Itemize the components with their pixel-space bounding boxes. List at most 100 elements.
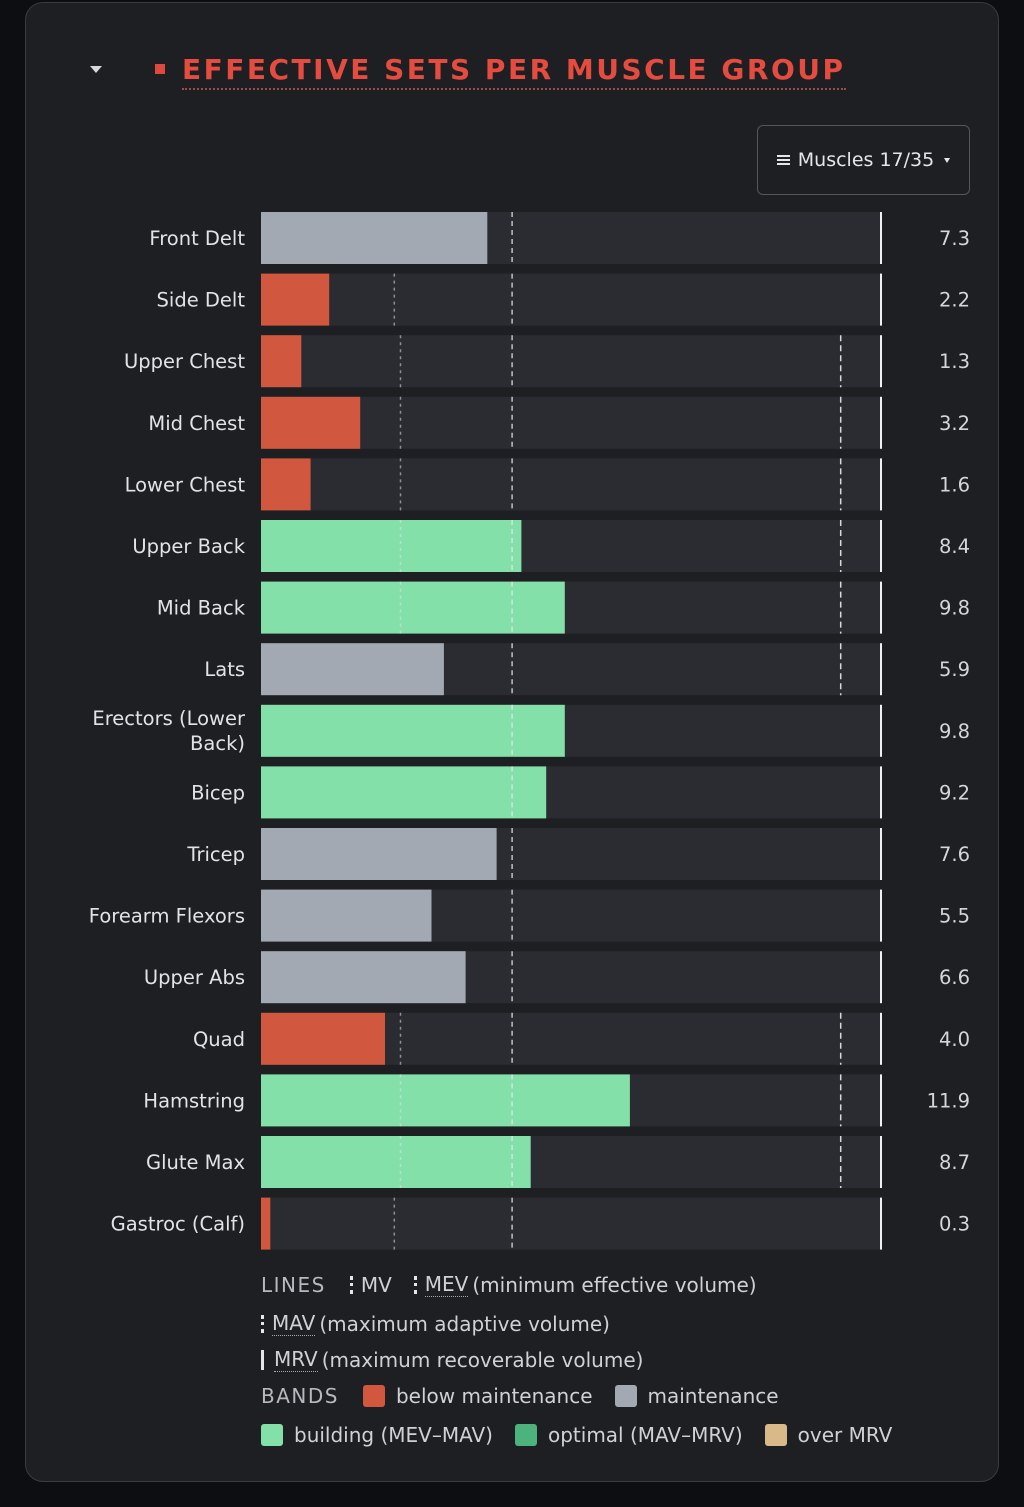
over-mrv-swatch xyxy=(764,1424,787,1446)
bar xyxy=(261,1197,271,1250)
legend-mev-abbr[interactable]: MEV xyxy=(424,1272,469,1297)
mrv-line-icon xyxy=(261,1349,264,1370)
bar xyxy=(261,1136,531,1188)
bar-track xyxy=(261,458,881,511)
category-label: Upper Abs xyxy=(144,966,245,989)
menu-icon xyxy=(776,155,790,165)
bar-track xyxy=(261,335,881,388)
category-label: Upper Back xyxy=(132,535,245,558)
value-label: 9.2 xyxy=(939,781,970,804)
legend-maintenance-label: maintenance xyxy=(647,1384,779,1408)
bar-track xyxy=(261,396,881,449)
value-label: 0.3 xyxy=(939,1213,970,1236)
category-label: Erectors (Lower Back) xyxy=(92,707,246,755)
legend-lines-row-2: MAV (maximum adaptive volume) xyxy=(261,1311,632,1336)
legend-below-maintenance: below maintenance xyxy=(362,1384,593,1408)
category-label: Glute Max xyxy=(146,1151,245,1174)
value-label: 3.2 xyxy=(939,412,970,435)
bar xyxy=(261,704,565,757)
value-label: 5.9 xyxy=(939,658,970,681)
legend-mrv-abbr[interactable]: MRV xyxy=(274,1347,318,1372)
bar xyxy=(261,1074,630,1127)
mv-line-icon xyxy=(349,1275,353,1294)
category-label: Upper Chest xyxy=(124,350,245,373)
legend-maintenance: maintenance xyxy=(614,1384,779,1408)
category-label: Mid Back xyxy=(157,597,246,620)
category-label: Tricep xyxy=(186,843,245,866)
muscle-filter-label: Muscles 17/35 xyxy=(797,149,935,171)
bar xyxy=(261,581,565,634)
mev-line-icon xyxy=(413,1275,417,1294)
category-label: Lats xyxy=(204,658,245,681)
bar xyxy=(261,828,497,880)
legend-lines-row-1: LINES MV MEV (minimum effective volume) xyxy=(261,1272,779,1297)
category-label: Side Delt xyxy=(157,289,246,312)
category-label: Mid Chest xyxy=(148,412,245,435)
value-label: 1.6 xyxy=(939,473,970,496)
bar xyxy=(261,766,547,819)
value-label: 8.7 xyxy=(939,1151,970,1174)
maintenance-swatch xyxy=(614,1385,637,1407)
category-label: Gastroc (Calf) xyxy=(111,1213,245,1236)
category-label: Quad xyxy=(193,1028,245,1051)
value-label: 4.0 xyxy=(939,1028,970,1051)
legend-lines-row-3: MRV (maximum recoverable volume) xyxy=(261,1347,665,1372)
legend-mav-abbr[interactable]: MAV xyxy=(272,1311,316,1336)
legend-building: building (MEV–MAV) xyxy=(261,1423,493,1447)
category-label: Bicep xyxy=(191,781,245,804)
category-label: Lower Chest xyxy=(125,473,246,496)
collapse-chevron-icon[interactable] xyxy=(90,66,102,73)
category-label: Front Delt xyxy=(149,227,245,250)
legend-mv: MV xyxy=(349,1272,392,1297)
legend-over-mrv: over MRV xyxy=(764,1423,893,1447)
title-bullet-icon xyxy=(155,64,165,74)
building-swatch xyxy=(261,1424,283,1446)
legend-bands-label: BANDS xyxy=(261,1384,339,1408)
value-label: 7.6 xyxy=(939,843,970,866)
page-title[interactable]: EFFECTIVE SETS PER MUSCLE GROUP xyxy=(182,52,846,90)
bar xyxy=(261,458,311,511)
bar xyxy=(261,643,444,696)
legend-below-maintenance-label: below maintenance xyxy=(395,1384,593,1408)
caret-down-icon xyxy=(944,157,951,163)
bar-track xyxy=(261,273,881,326)
bar xyxy=(261,396,361,449)
legend-mav-desc: (maximum adaptive volume) xyxy=(319,1311,610,1336)
legend-mav: MAV (maximum adaptive volume) xyxy=(261,1311,610,1336)
value-label: 2.2 xyxy=(939,289,970,312)
bar xyxy=(261,335,302,388)
legend-optimal: optimal (MAV–MRV) xyxy=(514,1423,743,1447)
legend-mev-desc: (minimum effective volume) xyxy=(472,1272,757,1297)
bar xyxy=(261,212,488,264)
value-label: 1.3 xyxy=(939,350,970,373)
value-label: 5.5 xyxy=(939,905,970,928)
bar xyxy=(261,889,432,942)
bar xyxy=(261,951,466,1004)
bar xyxy=(261,520,522,572)
legend-mrv: MRV (maximum recoverable volume) xyxy=(261,1347,643,1372)
legend-bands-row-1: BANDS below maintenance maintenance xyxy=(261,1384,801,1408)
value-label: 11.9 xyxy=(927,1089,970,1112)
below-maintenance-swatch xyxy=(362,1385,385,1407)
legend-building-label: building (MEV–MAV) xyxy=(294,1423,493,1447)
mav-line-icon xyxy=(261,1314,264,1333)
muscle-filter-button[interactable]: Muscles 17/35 xyxy=(757,125,970,195)
legend-mrv-desc: (maximum recoverable volume) xyxy=(321,1347,644,1372)
category-label: Hamstring xyxy=(143,1089,245,1112)
value-label: 8.4 xyxy=(939,535,970,558)
legend-optimal-label: optimal (MAV–MRV) xyxy=(547,1423,743,1447)
value-label: 7.3 xyxy=(939,227,970,250)
value-label: 9.8 xyxy=(939,720,970,743)
category-label: Forearm Flexors xyxy=(89,905,245,928)
bar-track xyxy=(261,1197,881,1250)
bar xyxy=(261,273,330,326)
legend-over-mrv-label: over MRV xyxy=(797,1423,893,1447)
legend-mv-abbr: MV xyxy=(360,1272,392,1297)
value-label: 6.6 xyxy=(939,966,970,989)
bar xyxy=(261,1012,385,1065)
legend-bands-row-2: building (MEV–MAV) optimal (MAV–MRV) ove… xyxy=(261,1423,914,1447)
legend-lines-label: LINES xyxy=(261,1272,326,1297)
optimal-swatch xyxy=(514,1424,537,1446)
legend-mev: MEV (minimum effective volume) xyxy=(413,1272,757,1297)
